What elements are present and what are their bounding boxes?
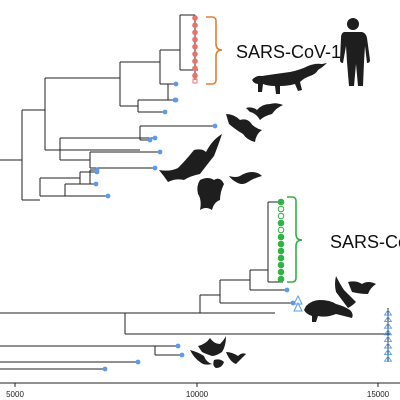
tip-marker: [152, 135, 158, 141]
tip-marker: [162, 109, 168, 115]
sars-cov-1-label: SARS-CoV-1: [236, 42, 341, 62]
sars-cov-1-tip-marker-outline: [192, 78, 198, 84]
tip-marker: [157, 149, 163, 155]
bat-silhouette: [190, 336, 246, 368]
tip-marker: [284, 287, 290, 293]
sars-cov-2-tip-marker: [277, 240, 285, 248]
sars-cov-2-tip-marker: [277, 261, 285, 269]
sars-cov-1-tip-marker: [192, 44, 198, 50]
pangolin-silhouette: [304, 300, 353, 322]
upper-blue-tips: [93, 81, 218, 199]
sars-cov-2-tip-marker: [277, 219, 285, 227]
sars-cov-2-tip-marker: [277, 198, 285, 206]
tip-marker: [152, 165, 158, 171]
tip-marker: [105, 193, 111, 199]
lower-subtree: [0, 201, 390, 370]
sars-cov-2-tip-marker: [277, 254, 285, 262]
tip-marker-triangle: [383, 348, 393, 356]
tip-marker-triangle: [383, 315, 393, 323]
sars-cov-2-tip-marker: [277, 233, 285, 241]
lower-blue-tips: [102, 287, 303, 372]
tip-marker: [147, 137, 153, 143]
tip-marker: [102, 366, 108, 372]
sars-cov-2-tip-marker: [277, 212, 285, 220]
x-tick-label: 5000: [6, 390, 24, 399]
tip-marker-triangle: [383, 309, 393, 316]
tip-marker-triangle: [383, 322, 393, 329]
sars-cov-1-tip-marker: [192, 22, 198, 29]
tip-marker-triangle: [383, 342, 393, 349]
tip-marker: [94, 167, 100, 173]
sars-cov-1-tip-marker: [192, 51, 198, 57]
sars-cov-1-tip-marker: [192, 65, 198, 72]
sars-cov-2-tip-marker: [277, 247, 285, 255]
sars-cov-1-tip-marker: [192, 58, 198, 64]
tip-marker: [179, 352, 185, 358]
sars-cov-1-tip-marker: [192, 15, 198, 21]
sars-cov-1-tip-marker: [192, 72, 198, 79]
tip-marker: [173, 97, 179, 103]
tip-marker: [212, 123, 218, 129]
tip-marker: [135, 359, 141, 365]
tip-marker: [173, 81, 179, 87]
tip-marker-triangle: [383, 355, 393, 362]
sars-cov-2-bracket: [287, 196, 303, 283]
bat-silhouette: [335, 276, 376, 308]
sars-cov-1-tip-marker: [192, 29, 198, 36]
tip-marker: [93, 181, 99, 187]
sars-cov-2-label: SARS-CoV: [330, 232, 400, 252]
bat-silhouette: [159, 103, 283, 210]
x-axis: 5000 10000 15000: [0, 382, 400, 399]
right-triangle-tips: [383, 309, 393, 362]
x-tick-label: 10000: [186, 390, 209, 399]
tip-marker-triangle: [383, 335, 393, 342]
tip-marker-triangle: [293, 301, 303, 312]
sars-cov-2-tip-marker: [277, 268, 285, 276]
tip-marker: [175, 343, 181, 349]
human-silhouette: [340, 18, 370, 86]
tip-marker-triangle: [383, 329, 393, 336]
sars-cov-2-tips: [277, 198, 285, 283]
sars-cov-2-tip-marker: [277, 275, 285, 283]
sars-cov-1-tip-marker: [192, 36, 198, 43]
x-tick-label: 15000: [367, 390, 390, 399]
sars-cov-1-tips: [192, 15, 198, 84]
civet-silhouette: [252, 63, 327, 94]
sars-cov-1-bracket: [206, 16, 223, 85]
sars-cov-2-tip-marker: [277, 205, 285, 213]
sars-cov-2-tip-marker: [277, 226, 285, 234]
